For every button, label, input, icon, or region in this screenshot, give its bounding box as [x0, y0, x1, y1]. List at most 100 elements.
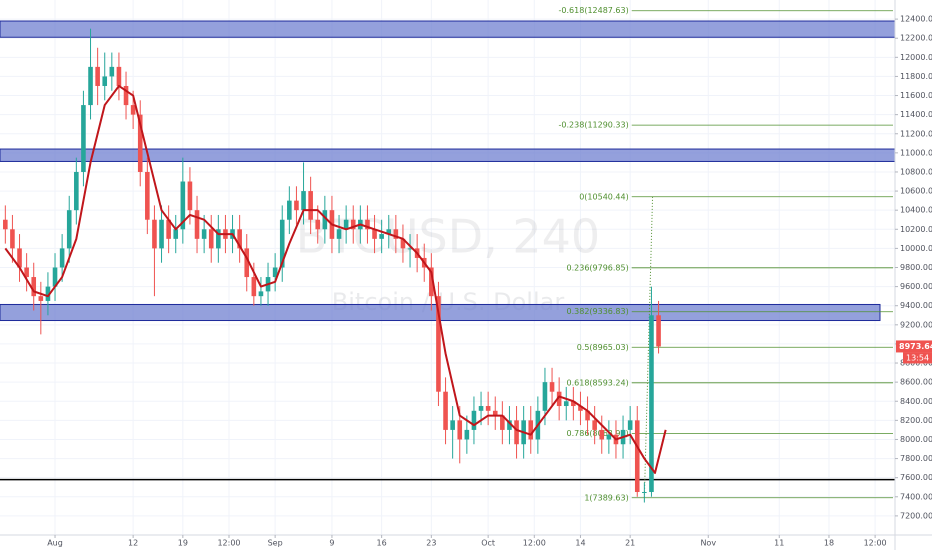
candle-body — [74, 171, 79, 211]
y-tick-label: 11600.00 — [900, 91, 932, 100]
candle-body — [563, 401, 569, 407]
x-tick-label: Nov — [700, 539, 716, 548]
candle-body — [478, 406, 484, 411]
candle-body — [208, 229, 214, 249]
candle-body — [31, 277, 37, 297]
y-tick-label: 8000.00 — [900, 435, 932, 444]
x-tick-label: 16 — [377, 539, 387, 548]
y-tick-label: 9600.00 — [900, 282, 932, 291]
x-tick-label: 21 — [625, 539, 635, 548]
y-tick-label: 12200.00 — [900, 34, 932, 43]
candle-body — [429, 267, 434, 297]
candle-body — [599, 429, 605, 440]
x-tick-label: 12:00 — [864, 539, 887, 548]
x-tick-label: Aug — [47, 539, 63, 548]
candle-body — [642, 492, 647, 494]
candle-body — [152, 219, 157, 249]
candle-body — [294, 200, 299, 211]
candle-body — [528, 420, 534, 440]
candle-body — [216, 229, 221, 249]
candle-body — [549, 382, 555, 392]
y-tick-label: 8200.00 — [900, 416, 932, 425]
candle-body — [59, 248, 65, 268]
y-tick-label: 12000.00 — [900, 53, 932, 62]
candle-body — [251, 277, 257, 297]
last-price-label: 8973.64 — [899, 342, 932, 351]
x-tick-label: 12:00 — [523, 539, 546, 548]
candle-body — [301, 191, 306, 211]
candle-body — [279, 219, 285, 268]
candle-body — [187, 181, 193, 211]
y-tick-label: 10600.00 — [900, 187, 932, 196]
candle-body — [116, 66, 122, 86]
fib-level-label: -0.238(11290.33) — [559, 121, 629, 130]
y-tick-label: 10200.00 — [900, 225, 932, 234]
y-tick-label: 10400.00 — [900, 206, 932, 215]
x-tick-label: 18 — [824, 539, 834, 548]
candle-body — [272, 267, 278, 278]
candle-body — [237, 229, 242, 249]
candle-body — [145, 171, 150, 220]
fib-level-label: 0.382(9336.83) — [567, 307, 629, 316]
candle-body — [123, 85, 129, 106]
candle-body — [45, 286, 51, 301]
candle-body — [109, 66, 115, 77]
candle-body — [287, 200, 292, 220]
candle-body — [66, 210, 72, 249]
candle-body — [336, 229, 342, 239]
candle-body — [166, 219, 171, 239]
last-price-tag — [896, 340, 932, 353]
candle-body — [571, 401, 576, 407]
candle-body — [379, 234, 384, 239]
y-tick-label: 7600.00 — [900, 473, 932, 482]
candle-body — [386, 229, 392, 235]
y-tick-label: 7400.00 — [900, 492, 932, 501]
candle-body — [258, 291, 264, 297]
candle-body — [457, 420, 463, 440]
candle-body — [88, 66, 93, 106]
x-tick-label: 19 — [178, 539, 188, 548]
candle-body — [514, 420, 519, 445]
x-tick-label: 14 — [575, 539, 585, 548]
x-tick-label: Oct — [481, 539, 495, 548]
candle-body — [95, 66, 100, 86]
y-tick-label: 11200.00 — [900, 129, 932, 138]
y-tick-label: 12400.00 — [900, 15, 932, 24]
candle-body — [137, 114, 143, 172]
candle-body — [585, 410, 590, 421]
candle-body — [606, 434, 612, 440]
candle-body — [24, 267, 29, 278]
fib-level-label: 0.236(9796.85) — [567, 263, 629, 272]
y-tick-label: 9800.00 — [900, 263, 932, 272]
candle-body — [130, 105, 136, 115]
candle-body — [10, 229, 15, 249]
candle-body — [322, 210, 328, 230]
candle-body — [556, 391, 562, 407]
candle-body — [500, 415, 505, 430]
fib-level-label: 1(7389.63) — [584, 493, 628, 502]
fib-level-label: 0(10540.44) — [579, 192, 629, 201]
candle-body — [102, 76, 108, 86]
candle-body — [649, 315, 654, 493]
candle-body — [315, 219, 321, 230]
candle-body — [393, 229, 399, 239]
candle-body — [17, 248, 22, 268]
x-tick-label: 11 — [774, 539, 784, 548]
y-tick-label: 7200.00 — [900, 511, 932, 520]
candle-body — [244, 248, 250, 278]
candle-body — [159, 219, 164, 249]
candle-body — [194, 210, 200, 239]
countdown-label: 13:54 — [906, 353, 929, 362]
moving-average-line — [4, 84, 667, 474]
candle-body — [201, 229, 207, 239]
x-tick-label: Sep — [268, 539, 283, 548]
candle-body — [173, 229, 179, 239]
y-tick-label: 8400.00 — [900, 397, 932, 406]
candle-body — [180, 181, 186, 230]
x-tick-label: 12 — [128, 539, 138, 548]
candle-body — [350, 219, 356, 230]
watermark-symbol: BTCUSD, 240 — [296, 210, 600, 264]
